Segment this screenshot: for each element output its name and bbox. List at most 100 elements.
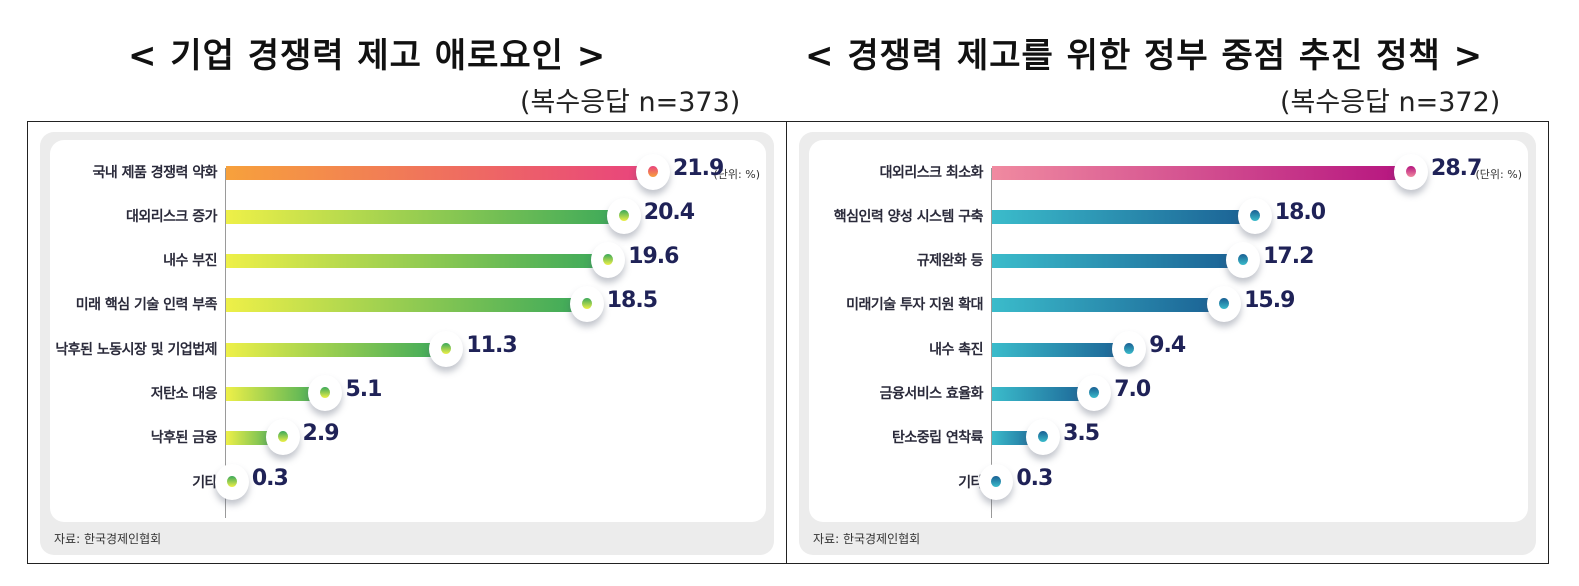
- left-source-note: 자료: 한국경제인협회: [54, 532, 162, 546]
- data-bar: [226, 254, 609, 268]
- bar-row: 저탄소 대응 5.1: [50, 375, 766, 411]
- bar-row: 기타 0.3: [50, 464, 766, 500]
- marker-dot: [1238, 254, 1249, 265]
- bar-row: 미래 핵심 기술 인력 부족 18.5: [50, 286, 766, 322]
- value-label: 28.7: [1431, 156, 1482, 181]
- bar-row: 내수 촉진 9.4: [809, 331, 1528, 367]
- right-y-axis-line: [991, 168, 992, 518]
- marker-dot: [226, 476, 237, 487]
- bar-row: 대외리스크 증가 20.4: [50, 198, 766, 234]
- value-label: 11.3: [466, 333, 517, 358]
- data-bar: [992, 343, 1130, 357]
- bar-row: 국내 제품 경쟁력 약화 21.9: [50, 154, 766, 190]
- data-bar: [992, 298, 1225, 312]
- category-label: 내수 촉진: [929, 342, 983, 358]
- bar-row: 낙후된 금융 2.9: [50, 419, 766, 455]
- bar-end-marker: [591, 242, 626, 278]
- category-label: 기타: [958, 475, 983, 491]
- value-label: 20.4: [643, 200, 695, 225]
- left-chart-box: (단위: %) 국내 제품 경쟁력 약화 21.9 대외리스크 증가 20.4 내수 부…: [27, 121, 787, 564]
- marker-dot: [441, 343, 452, 354]
- marker-dot: [1249, 210, 1260, 221]
- category-label: 국내 제품 경쟁력 약화: [92, 165, 217, 181]
- bar-row: 기타 0.3: [809, 464, 1528, 500]
- category-label: 금융서비스 효율화: [879, 386, 984, 402]
- data-bar: [992, 254, 1244, 268]
- left-y-axis-line: [225, 168, 226, 518]
- category-label: 대외리스크 증가: [125, 209, 218, 225]
- right-chart-subtitle: (복수응답 n=372): [1280, 87, 1501, 118]
- value-label: 18.5: [606, 288, 658, 313]
- bar-end-marker: [429, 331, 464, 367]
- category-label: 핵심인력 양성 시스템 구축: [833, 209, 984, 225]
- marker-dot: [581, 298, 592, 309]
- bar-end-marker: [214, 464, 249, 500]
- bar-row: 대외리스크 최소화 28.7: [809, 154, 1528, 190]
- data-bar: [226, 210, 624, 224]
- value-label: 15.9: [1244, 288, 1295, 313]
- marker-dot: [1038, 431, 1049, 442]
- marker-dot: [320, 387, 331, 398]
- category-label: 규제완화 등: [916, 253, 984, 269]
- bar-end-marker: [1207, 286, 1242, 322]
- bar-end-marker: [1112, 331, 1147, 367]
- marker-dot: [277, 431, 288, 442]
- category-label: 미래 핵심 기술 인력 부족: [75, 297, 218, 313]
- bar-row: 탄소중립 연착륙 3.5: [809, 419, 1528, 455]
- marker-dot: [1219, 298, 1230, 309]
- category-label: 낙후된 금융: [150, 430, 218, 446]
- bar-end-marker: [1394, 154, 1429, 190]
- right-chart-box: (단위: %) 대외리스크 최소화 28.7 핵심인력 양성 시스템 구축 18.0 규…: [786, 121, 1549, 564]
- value-label: 0.3: [1016, 466, 1053, 491]
- value-label: 7.0: [1114, 377, 1151, 402]
- bar-row: 내수 부진 19.6: [50, 242, 766, 278]
- marker-dot: [648, 166, 659, 177]
- data-bar: [992, 210, 1255, 224]
- bar-row: 낙후된 노동시장 및 기업법제 11.3: [50, 331, 766, 367]
- marker-dot: [1124, 343, 1135, 354]
- data-bar: [226, 387, 326, 401]
- value-label: 5.1: [345, 377, 382, 402]
- bar-row: 미래기술 투자 지원 확대 15.9: [809, 286, 1528, 322]
- value-label: 17.2: [1263, 244, 1314, 269]
- marker-dot: [1406, 166, 1417, 177]
- category-label: 대외리스크 최소화: [879, 165, 984, 181]
- marker-dot: [1089, 387, 1100, 398]
- data-bar: [992, 387, 1095, 401]
- data-bar: [226, 343, 447, 357]
- marker-dot: [618, 210, 629, 221]
- category-label: 저탄소 대응: [150, 386, 218, 402]
- left-chart-panel: (단위: %) 국내 제품 경쟁력 약화 21.9 대외리스크 증가 20.4 내수 부…: [40, 132, 774, 555]
- bar-end-marker: [1026, 419, 1061, 455]
- bar-end-marker: [606, 198, 641, 234]
- bar-end-marker: [308, 375, 343, 411]
- left-chart-title: < 기업 경쟁력 제고 애로요인 >: [128, 36, 607, 76]
- right-chart-panel: (단위: %) 대외리스크 최소화 28.7 핵심인력 양성 시스템 구축 18.0 규…: [799, 132, 1536, 555]
- right-chart-plot: (단위: %) 대외리스크 최소화 28.7 핵심인력 양성 시스템 구축 18.0 규…: [809, 140, 1528, 522]
- category-label: 내수 부진: [163, 253, 217, 269]
- category-label: 탄소중립 연착륙: [891, 430, 984, 446]
- left-unit-label: (단위: %): [713, 168, 760, 181]
- bar-end-marker: [1077, 375, 1112, 411]
- right-source-note: 자료: 한국경제인협회: [813, 532, 921, 546]
- bar-end-marker: [569, 286, 604, 322]
- category-label: 기타: [192, 475, 217, 491]
- right-unit-label: (단위: %): [1475, 168, 1522, 181]
- value-label: 0.3: [251, 466, 289, 491]
- bar-end-marker: [265, 419, 300, 455]
- value-label: 3.5: [1063, 421, 1100, 446]
- bar-end-marker: [1226, 242, 1261, 278]
- bar-row: 핵심인력 양성 시스템 구축 18.0: [809, 198, 1528, 234]
- value-label: 2.9: [302, 421, 340, 446]
- left-chart-subtitle: (복수응답 n=373): [520, 87, 741, 118]
- marker-dot: [991, 476, 1002, 487]
- left-chart-plot: (단위: %) 국내 제품 경쟁력 약화 21.9 대외리스크 증가 20.4 내수 부…: [50, 140, 766, 522]
- bar-end-marker: [1237, 198, 1272, 234]
- bar-end-marker: [636, 154, 671, 190]
- marker-dot: [603, 254, 614, 265]
- value-label: 18.0: [1274, 200, 1326, 225]
- data-bar: [226, 166, 654, 180]
- bar-row: 금융서비스 효율화 7.0: [809, 375, 1528, 411]
- data-bar: [992, 166, 1412, 180]
- bar-row: 규제완화 등 17.2: [809, 242, 1528, 278]
